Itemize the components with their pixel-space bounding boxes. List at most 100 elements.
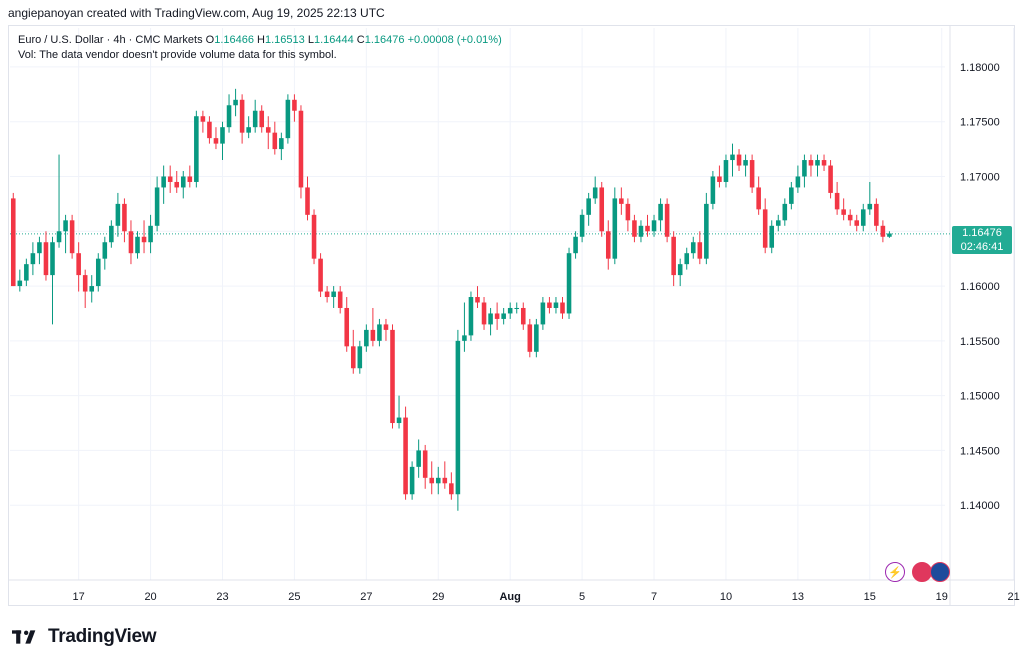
lightning-icon[interactable]: ⚡ [885,562,905,582]
candle-body [553,302,559,308]
candle-body [815,160,820,166]
candle-body [311,214,317,259]
candle-body [592,187,598,199]
candle-body [24,264,29,281]
candle-body [867,203,873,210]
candle-body [82,275,88,292]
candle-body [808,160,814,166]
candle-body [828,165,833,193]
tradingview-logo[interactable]: TradingView [12,626,157,648]
candle-body [109,225,114,243]
candle-body [187,176,193,182]
candle-body [605,231,611,259]
candle-body [664,203,670,237]
candle-body [10,198,16,287]
candle-body [690,242,696,254]
candle-body [566,253,572,314]
candle-body [880,225,886,237]
candle-body [364,329,369,347]
candle-body [795,176,801,188]
candle-body [43,242,49,276]
symbol-title[interactable]: Euro / U.S. Dollar · 4h · CMC Markets [18,34,203,46]
candle-body [710,176,716,204]
candle-body [749,160,755,188]
candle-body [481,302,487,325]
candle-body [743,160,748,166]
us-flag-icon[interactable] [912,562,932,582]
low-value: 1.16444 [313,34,354,46]
x-tick-label: 27 [360,591,372,603]
candle-body [736,154,742,166]
candle-body [95,258,101,287]
high-label: H [257,34,265,46]
candle-body [449,483,454,495]
open-label: O [205,34,215,46]
y-tick-label: 1.16000 [960,281,1000,293]
candle-body [180,176,186,188]
candlestick-chart[interactable]: 1.180001.175001.170001.165001.160001.155… [0,0,1024,620]
candle-body [573,236,578,254]
candle-body [128,231,134,254]
candle-body [383,324,389,330]
candle-body [860,209,866,226]
candle-body [337,291,343,308]
chart-legend: Euro / U.S. Dollar · 4h · CMC Markets O1… [18,33,502,63]
candle-body [717,176,722,182]
candle-body [167,176,173,182]
y-tick-label: 1.17000 [960,171,1000,183]
candle-body [409,466,415,495]
candle-body [632,220,637,237]
candle-body [645,225,650,232]
candle-body [403,417,408,495]
candle-body [298,110,304,188]
candle-body [887,233,892,237]
change-value: +0.00008 (+0.01%) [407,34,502,46]
candle-body [435,477,441,484]
candle-body [462,335,467,341]
candle-body [50,242,55,276]
candle-body [239,99,245,133]
candle-body [455,340,461,495]
candle-body [429,477,435,484]
candle-body [246,127,251,133]
candle-body [252,110,258,128]
candle-body [135,236,140,254]
x-tick-label: 20 [144,591,156,603]
candle-body [226,105,232,128]
candle-body [344,307,350,347]
candle-body [501,313,506,319]
eu-flag-icon[interactable] [930,562,950,582]
candle-body [599,187,605,232]
candle-body [677,264,683,276]
y-tick-label: 1.14000 [960,500,1000,512]
candle-body [63,220,68,232]
open-value: 1.16466 [214,34,254,46]
y-tick-label: 1.17500 [960,117,1000,129]
candle-body [560,302,565,314]
candle-body [17,280,23,287]
candle-body [390,329,395,424]
y-tick-label: 1.18000 [960,62,1000,74]
y-tick-label: 1.15000 [960,391,1000,403]
candle-body [259,110,265,128]
candle-body [422,450,428,478]
last-price-value: 1.16476 [962,226,1002,239]
candle-body [782,203,788,221]
candle-body [756,187,761,210]
candle-body [377,324,382,341]
candle-body [37,242,42,254]
candle-body [854,220,860,226]
candle-body [534,324,539,352]
candle-body [141,236,147,243]
candle-body [69,220,75,254]
candle-body [292,99,297,111]
candle-body [704,203,709,259]
candle-body [507,307,513,314]
brand-name: TradingView [48,626,157,647]
candle-body [370,329,376,341]
candle-body [769,225,775,248]
y-tick-label: 1.14500 [960,445,1000,457]
candle-body [194,116,199,182]
candle-body [612,198,618,259]
candle-body [102,242,108,259]
